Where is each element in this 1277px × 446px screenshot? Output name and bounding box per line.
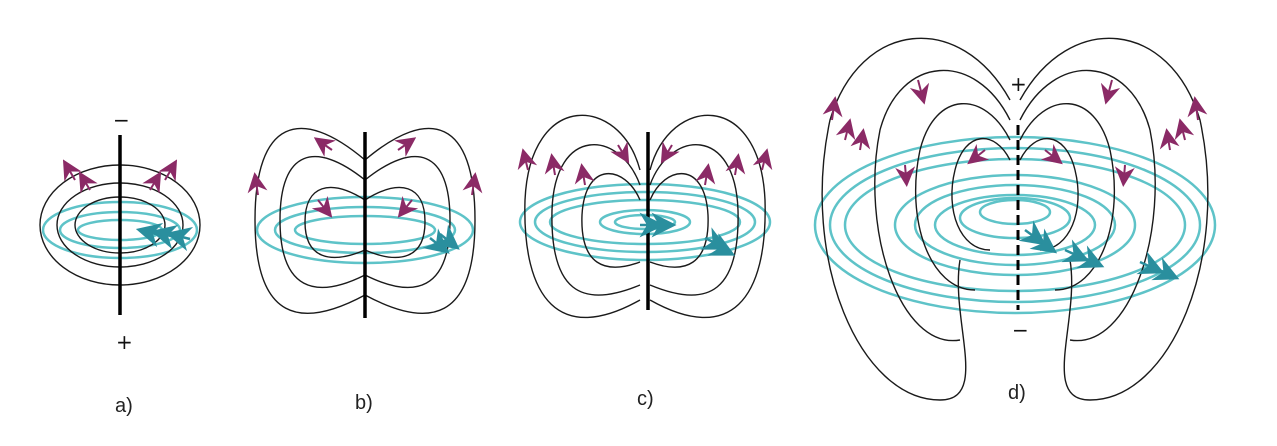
- panel-d-rings: [813, 135, 1217, 315]
- panel-c-rings: [518, 182, 772, 262]
- panel-d-bottom-sign: −: [1012, 318, 1029, 342]
- panel-c-label: c): [637, 388, 654, 410]
- panel-c-field-lines: [524, 114, 766, 319]
- panel-d-label: d): [1008, 382, 1026, 404]
- panel-c: [517, 114, 773, 319]
- panel-d-magenta-arrows: [822, 79, 1208, 187]
- panel-a: [39, 135, 201, 315]
- panel-c-magenta-arrows: [517, 141, 773, 186]
- panel-a-teal-arrows: [135, 222, 194, 252]
- panel-b-label: b): [355, 392, 373, 414]
- panel-a-bottom-sign: +: [116, 330, 133, 354]
- panel-b: [247, 127, 483, 318]
- panel-b-magenta-arrows: [247, 137, 483, 218]
- panel-d-teal-arrows: [1018, 220, 1180, 281]
- panel-b-teal-arrows: [422, 224, 460, 254]
- panel-a-magenta-arrows: [62, 159, 178, 194]
- panel-a-top-sign: −: [113, 108, 130, 132]
- panel-d-field-lines: [821, 37, 1209, 401]
- panel-a-label: a): [115, 395, 133, 417]
- panel-d-top-sign: +: [1010, 72, 1027, 96]
- panel-d: [813, 37, 1217, 401]
- panel-c-teal-arrows: [639, 212, 736, 256]
